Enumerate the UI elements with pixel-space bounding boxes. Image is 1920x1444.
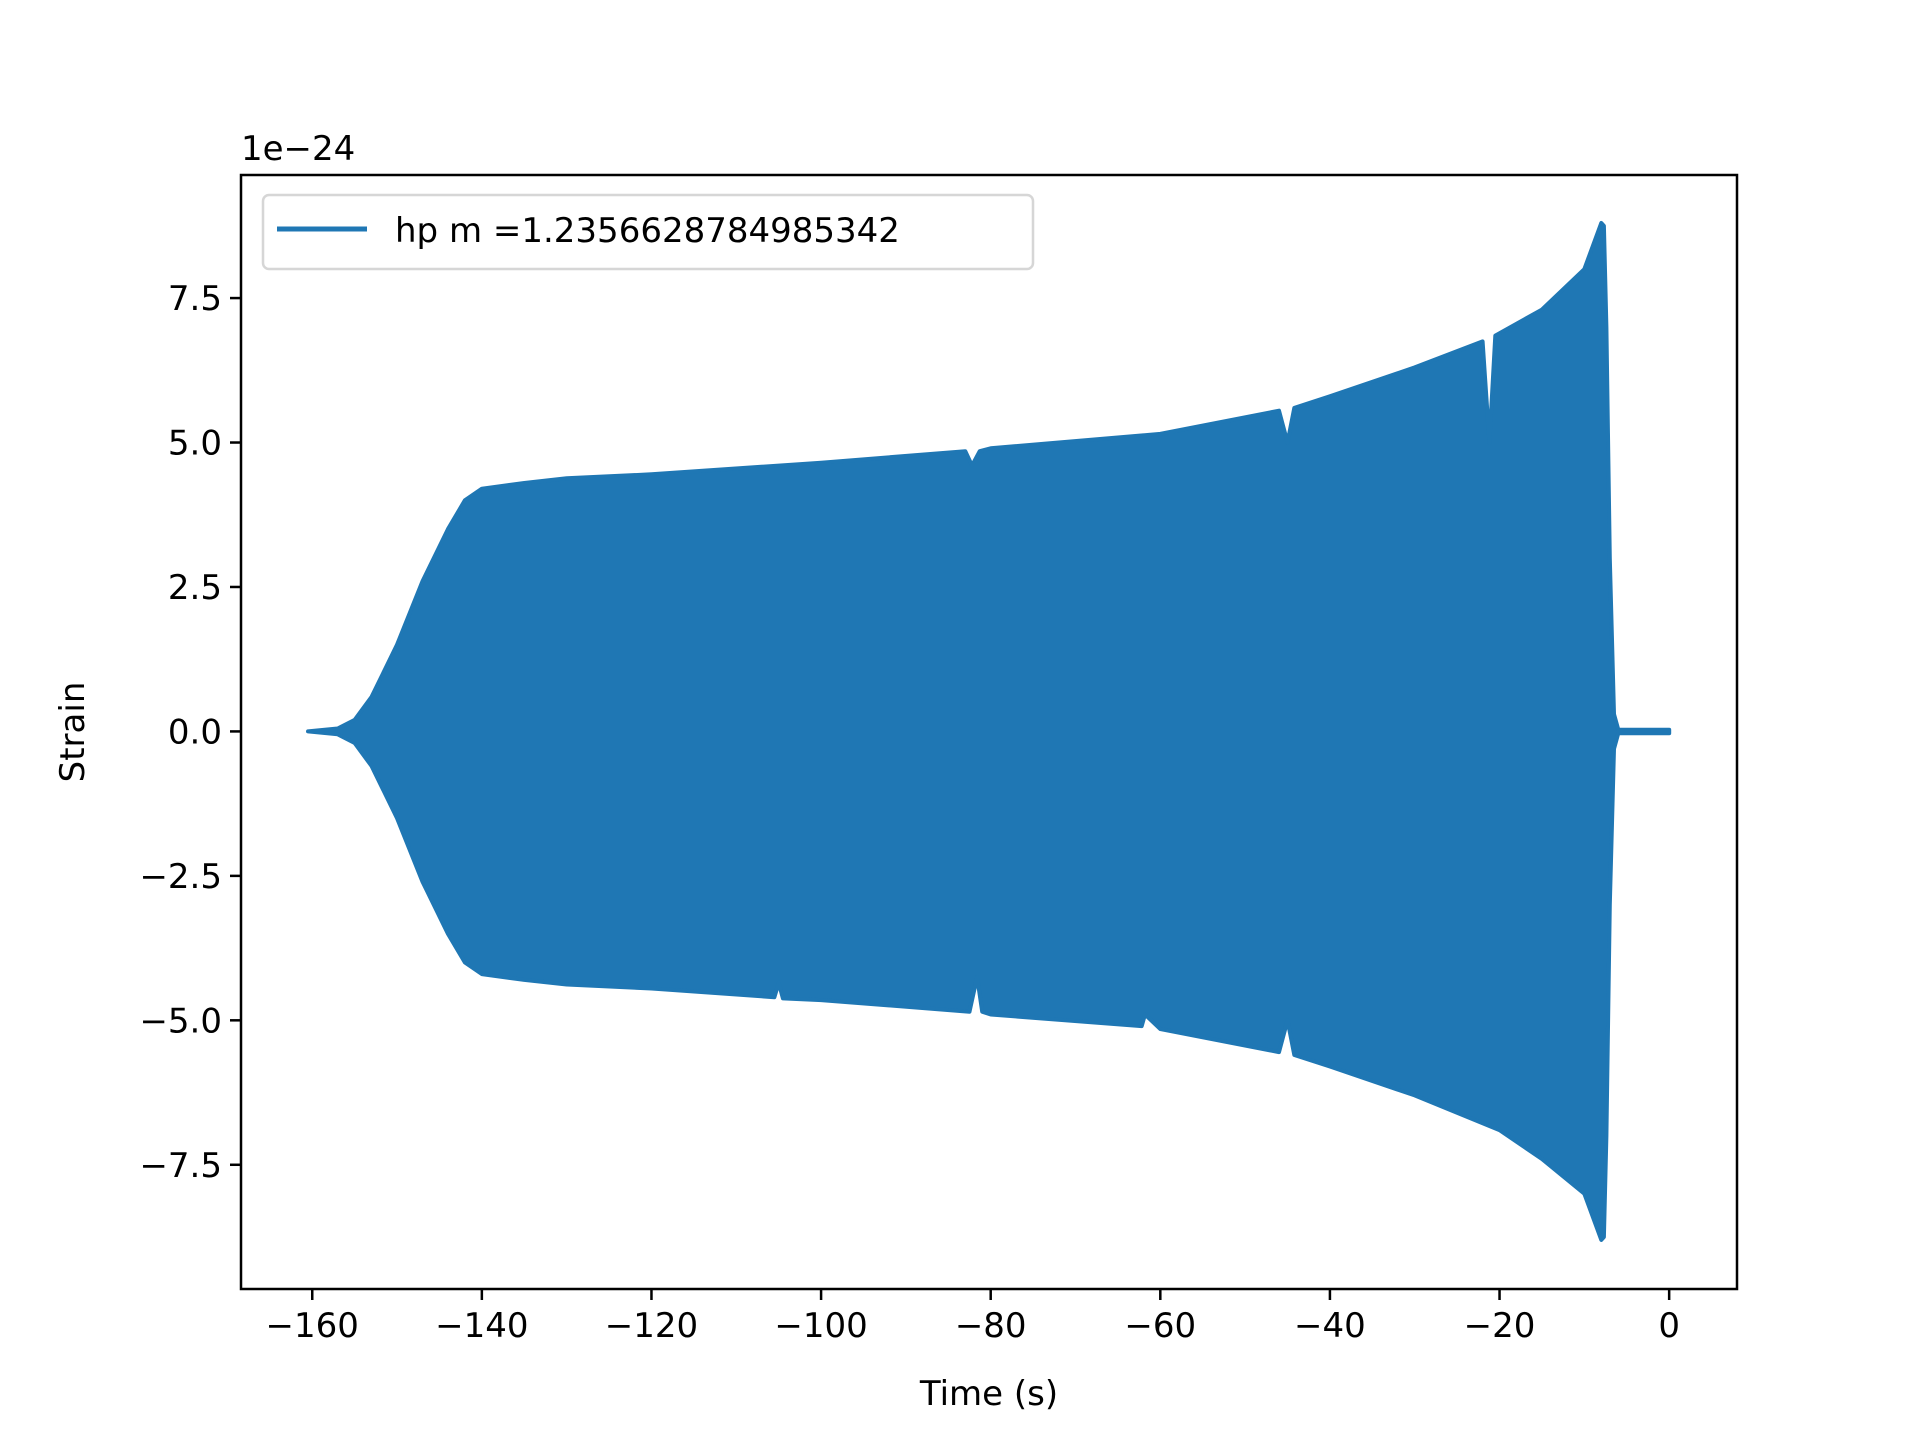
y-axis: −7.5 −5.0 −2.5 0.0 2.5 5.0 7.5: [139, 279, 241, 1186]
legend-label-hp: hp m =1.2356628784985342: [395, 211, 900, 251]
x-tick-label: 0: [1658, 1306, 1680, 1346]
y-tick-label: −5.0: [139, 1001, 222, 1041]
legend-box: [261, 193, 1035, 271]
x-tick-label: −80: [955, 1306, 1027, 1346]
hp-waveform: [306, 221, 1672, 1242]
x-tick-label: −40: [1294, 1306, 1366, 1346]
y-tick-label: −7.5: [139, 1146, 222, 1186]
y-tick-label: 7.5: [168, 279, 222, 319]
x-tick-label: −20: [1464, 1306, 1536, 1346]
y-tick-label: 0.0: [168, 712, 222, 752]
plot-area: [306, 221, 1672, 1242]
y-tick-label: 5.0: [168, 424, 222, 464]
x-tick-label: −60: [1124, 1306, 1196, 1346]
y-axis-offset-label: 1e−24: [241, 129, 355, 169]
x-axis-label: Time (s): [919, 1374, 1058, 1414]
x-tick-label: −120: [605, 1306, 698, 1346]
x-axis: −160 −140 −120 −100 −80 −60 −40 −20 0: [266, 1289, 1680, 1346]
y-tick-label: 2.5: [168, 568, 222, 608]
x-tick-label: −160: [266, 1306, 359, 1346]
x-tick-label: −100: [774, 1306, 867, 1346]
y-tick-label: −2.5: [139, 857, 222, 897]
legend: hp m =1.2356628784985342: [261, 193, 1035, 271]
x-tick-label: −140: [435, 1306, 528, 1346]
y-axis-label: Strain: [53, 682, 93, 783]
